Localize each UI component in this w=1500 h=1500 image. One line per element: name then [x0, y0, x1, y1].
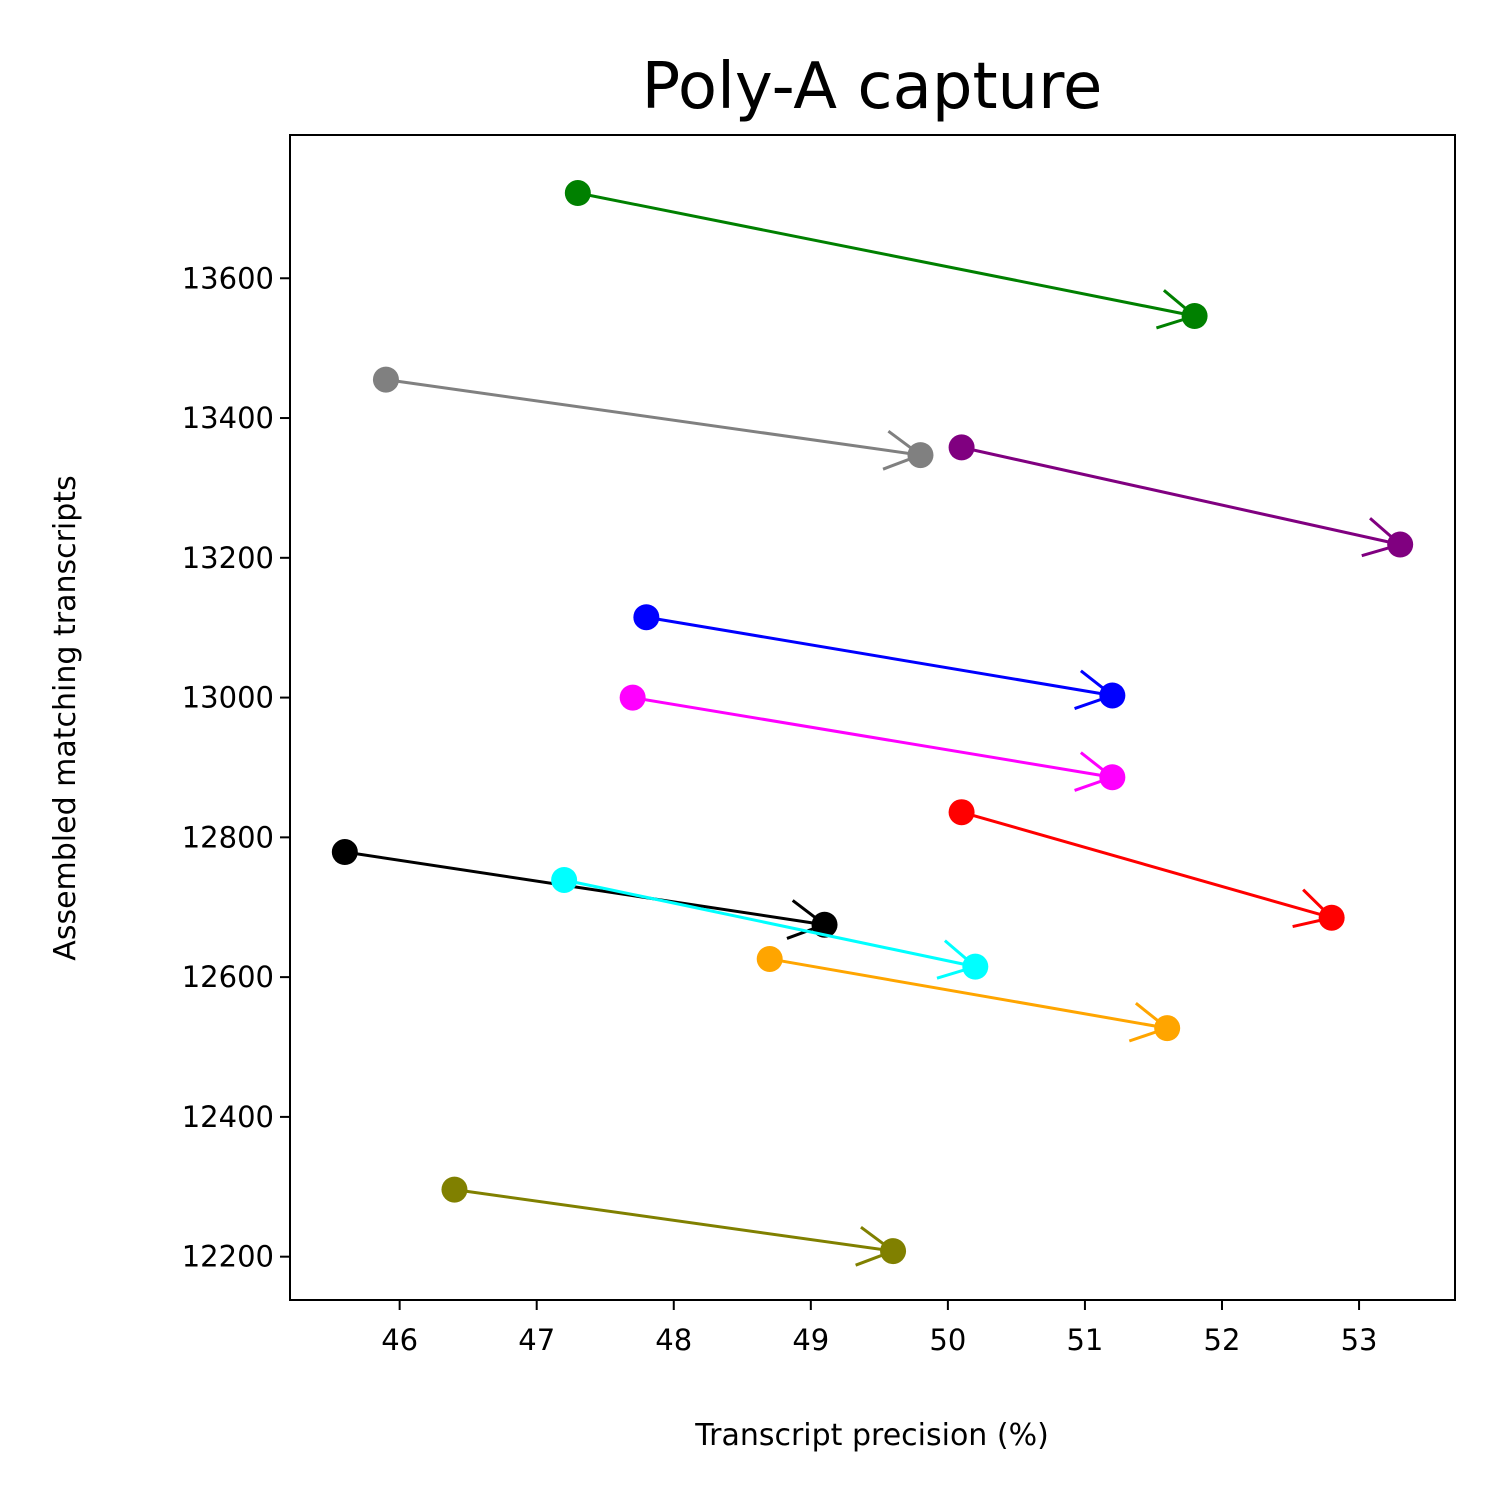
- chart-title: Poly-A capture: [642, 50, 1103, 124]
- x-tick-label: 47: [518, 1323, 555, 1357]
- plot-area: 46 47 48 49 50 51 52 53 12200 12400 12600 12800 1300…: [182, 180, 1414, 1357]
- y-tick-label: 13400: [182, 401, 274, 435]
- y-tick-label: 12400: [182, 1100, 274, 1134]
- series-arrow-line: [454, 1188, 894, 1253]
- series-start-point: [633, 604, 660, 631]
- x-tick-label: 48: [655, 1323, 692, 1357]
- x-tick-label: 50: [929, 1323, 966, 1357]
- y-axis-label: Assembled matching transcripts: [48, 475, 83, 960]
- series-group: [619, 684, 1126, 792]
- y-tick-label: 12800: [182, 820, 274, 854]
- series-start-point: [619, 684, 646, 711]
- series-end-point: [1154, 1015, 1181, 1042]
- series-arrow-line: [577, 191, 1195, 318]
- series-group: [633, 604, 1126, 711]
- series-group: [564, 180, 1208, 330]
- series-start-point: [551, 866, 578, 893]
- x-tick-label: 46: [381, 1323, 418, 1357]
- series-start-point: [372, 366, 399, 393]
- series-start-point: [948, 799, 975, 826]
- series-end-point: [811, 911, 838, 938]
- y-tick-label: 13000: [182, 681, 274, 715]
- series-end-point: [962, 953, 989, 980]
- series-arrow-line: [385, 378, 921, 457]
- series-arrow-line: [344, 850, 825, 927]
- series-end-point: [1181, 303, 1208, 330]
- series-group: [331, 839, 838, 940]
- y-tick-label: 13600: [182, 261, 274, 295]
- series-arrow-line: [961, 810, 1333, 920]
- x-tick-label: 49: [792, 1323, 829, 1357]
- series-group: [948, 799, 1345, 931]
- series-group: [372, 366, 934, 471]
- series-group: [948, 434, 1414, 558]
- x-tick-label: 53: [1341, 1323, 1378, 1357]
- series-arrow-line: [646, 615, 1113, 697]
- series-start-point: [756, 945, 783, 972]
- x-tick-label: 52: [1204, 1323, 1241, 1357]
- series-arrow-line: [961, 445, 1401, 546]
- series-arrow-line: [563, 878, 976, 969]
- series-end-point: [1387, 531, 1414, 558]
- y-tick-label: 12200: [182, 1240, 274, 1274]
- series-arrow-line: [769, 957, 1168, 1030]
- y-tick-label: 13200: [182, 541, 274, 575]
- y-tick-label: 12600: [182, 960, 274, 994]
- series-end-point: [880, 1238, 907, 1265]
- series-arrow-line: [632, 696, 1113, 779]
- plot-frame: [289, 134, 1456, 1301]
- series-end-point: [1318, 904, 1345, 931]
- series-start-point: [331, 839, 358, 866]
- series-end-point: [1099, 764, 1126, 791]
- series-group: [551, 866, 989, 980]
- series-start-point: [441, 1176, 468, 1203]
- series-start-point: [564, 180, 591, 207]
- x-tick-label: 51: [1066, 1323, 1103, 1357]
- x-axis-label: Transcript precision (%): [694, 1418, 1049, 1453]
- series-group: [756, 945, 1181, 1043]
- series-group: [441, 1176, 907, 1267]
- series-end-point: [907, 442, 934, 469]
- series-start-point: [948, 434, 975, 461]
- series-end-point: [1099, 682, 1126, 709]
